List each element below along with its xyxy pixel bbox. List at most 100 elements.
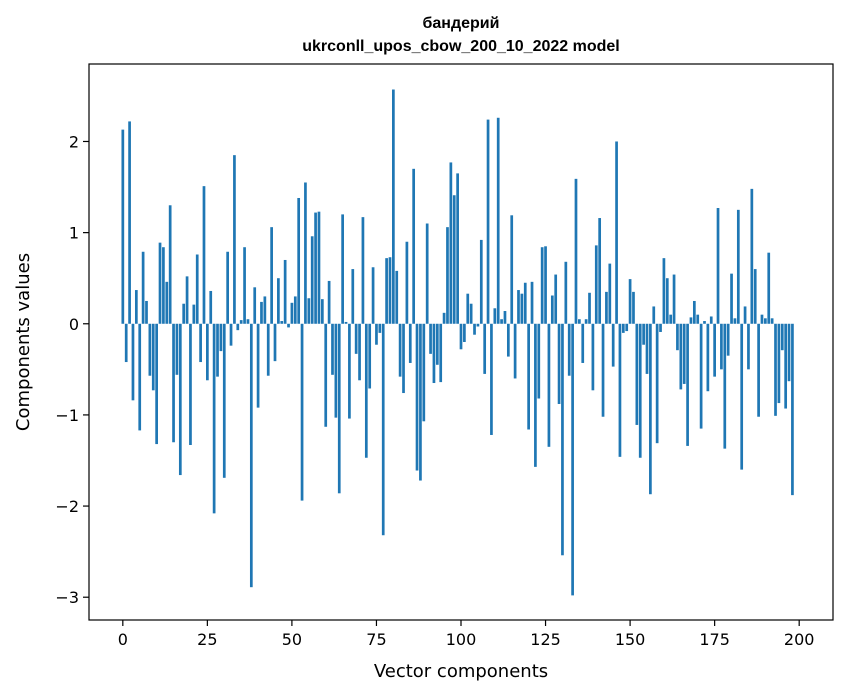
bar-83 — [402, 323, 405, 394]
bar-69 — [354, 323, 358, 354]
bar-168 — [689, 317, 693, 324]
bar-173 — [706, 323, 710, 392]
bar-34 — [236, 323, 240, 331]
bar-56 — [310, 236, 314, 324]
bar-185 — [747, 323, 750, 370]
bar-93 — [435, 323, 439, 365]
bar-126 — [547, 323, 551, 447]
bar-163 — [672, 274, 676, 324]
bar-82 — [398, 323, 402, 377]
bar-170 — [696, 314, 700, 324]
bar-179 — [726, 323, 730, 356]
bar-97 — [449, 162, 453, 324]
bar-181 — [733, 318, 737, 324]
bar-100 — [459, 323, 463, 350]
y-tick-label: 0 — [69, 315, 79, 334]
bar-106 — [479, 239, 483, 324]
bar-1 — [124, 323, 128, 363]
bar-164 — [676, 323, 679, 351]
bar-13 — [165, 281, 169, 324]
bar-111 — [496, 117, 500, 324]
bar-42 — [263, 296, 267, 324]
bar-116 — [513, 323, 517, 379]
bar-145 — [611, 323, 615, 367]
bar-8 — [148, 323, 152, 376]
bar-131 — [564, 261, 568, 324]
bar-62 — [331, 323, 334, 375]
bar-139 — [591, 323, 595, 391]
bar-40 — [256, 323, 260, 408]
bar-43 — [266, 323, 270, 376]
bar-177 — [720, 323, 723, 370]
y-axis-ticks: −3 −2 −1 0 1 2 — [55, 132, 89, 607]
bar-195 — [780, 323, 784, 351]
bar-125 — [544, 246, 547, 324]
bar-30 — [222, 323, 226, 478]
bar-133 — [571, 323, 574, 596]
x-tick-label: 25 — [197, 630, 217, 649]
bar-128 — [554, 274, 558, 324]
bar-84 — [405, 241, 409, 324]
bar-122 — [534, 323, 537, 467]
bar-169 — [692, 300, 696, 324]
bar-33 — [233, 155, 236, 324]
bar-58 — [317, 211, 321, 324]
bar-150 — [628, 279, 632, 324]
bar-29 — [219, 323, 223, 352]
bar-54 — [304, 182, 307, 324]
bar-117 — [517, 290, 520, 324]
x-tick-label: 200 — [784, 630, 815, 649]
bar-134 — [574, 178, 578, 324]
bar-98 — [452, 195, 456, 324]
bar-151 — [632, 291, 635, 324]
bar-74 — [371, 267, 375, 324]
bar-92 — [432, 323, 436, 384]
bar-45 — [273, 323, 277, 362]
bar-5 — [138, 323, 142, 431]
bar-182 — [736, 209, 740, 324]
plot-frame — [88, 63, 834, 621]
bar-165 — [679, 323, 683, 390]
bar-73 — [368, 323, 372, 389]
bar-171 — [699, 323, 703, 429]
bar-36 — [243, 247, 246, 324]
bar-183 — [740, 323, 744, 470]
bar-76 — [378, 323, 382, 333]
x-tick-label: 50 — [282, 630, 302, 649]
bar-22 — [195, 254, 199, 324]
bar-71 — [361, 217, 365, 324]
bar-60 — [324, 323, 328, 427]
bar-75 — [375, 323, 378, 345]
bar-90 — [425, 223, 429, 324]
bar-78 — [385, 258, 388, 324]
x-tick-label: 0 — [118, 630, 128, 649]
bar-9 — [151, 323, 155, 391]
x-tick-label: 100 — [446, 630, 477, 649]
bar-130 — [561, 323, 564, 556]
bar-152 — [635, 323, 639, 425]
y-tick-label: 2 — [69, 132, 79, 151]
bar-7 — [145, 300, 148, 324]
bar-159 — [659, 323, 662, 332]
bar-48 — [283, 259, 287, 324]
bar-146 — [615, 141, 618, 324]
chart-title-line1: бандерий — [423, 15, 500, 32]
bar-129 — [557, 323, 561, 404]
bar-70 — [358, 323, 361, 381]
x-tick-label: 75 — [366, 630, 386, 649]
bar-105 — [476, 323, 480, 327]
bar-17 — [178, 323, 182, 476]
bar-114 — [506, 323, 510, 357]
bar-112 — [500, 319, 503, 324]
bar-176 — [716, 208, 720, 324]
bar-157 — [652, 306, 656, 324]
bar-63 — [334, 323, 338, 418]
bar-20 — [189, 323, 192, 445]
bar-35 — [239, 320, 243, 324]
bar-158 — [655, 323, 659, 444]
bar-24 — [202, 186, 206, 324]
bar-37 — [246, 319, 250, 324]
bar-39 — [253, 287, 257, 324]
bar-187 — [753, 269, 757, 324]
